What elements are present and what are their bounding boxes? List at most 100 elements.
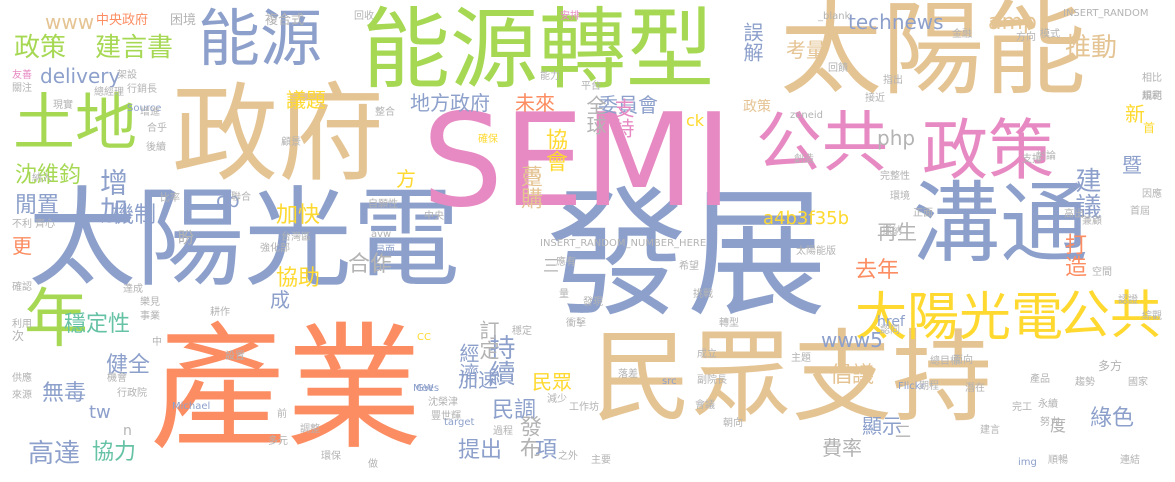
word-shenrongjin: 沈榮津 <box>428 397 458 408</box>
word-chanye: 產業 <box>150 311 422 469</box>
word-jiangu: 兼顧 <box>1082 216 1102 227</box>
word-huikui: 回饋 <box>828 63 848 74</box>
word-xingzhengyuan: 行政院 <box>117 388 147 399</box>
word-lvse: 綠色 <box>1090 406 1135 431</box>
word-target: target <box>444 417 475 428</box>
word-xianshi: 顯示 <box>862 414 902 438</box>
word-zhongyang-zhengfu: 中央政府 <box>96 13 149 28</box>
word-delivery: delivery <box>40 64 121 88</box>
word-shunli: 順利 <box>1142 91 1162 102</box>
word-zhong: 中 <box>152 337 162 348</box>
word-anpai: 安排 <box>560 11 580 22</box>
word-ck: ck <box>686 111 705 130</box>
word-tuidong: 推動 <box>1065 33 1118 63</box>
word-guojia: 國家 <box>1128 377 1148 388</box>
word-zengjia: 增加 <box>96 168 129 224</box>
word-geng: 更 <box>12 234 32 258</box>
word-minzhong: 民眾 <box>532 370 572 394</box>
word-kunjing: 困境 <box>170 13 197 28</box>
word-gongzuofang: 工作坊 <box>569 402 599 413</box>
word-shezhi: 設置 <box>225 351 245 362</box>
word-renzheng: 認證 <box>1118 295 1138 306</box>
word-nuli: 努力 <box>1040 417 1060 428</box>
word-fengshihui: 豐世輝 <box>431 411 461 422</box>
word-duoyuan: 多元 <box>268 436 288 447</box>
word-rentong: 認同 <box>880 325 900 336</box>
word-cheng: 成 <box>270 288 290 312</box>
word-technews: technews <box>848 10 944 34</box>
word-yinying: 因應 <box>1142 189 1162 200</box>
word-ji: 暨 <box>1122 153 1142 177</box>
word-guifan: 規範 <box>1142 91 1162 102</box>
word-zuo: 做 <box>368 459 378 470</box>
word-jumian: 局面 <box>375 245 395 256</box>
word-huanjing: 環境 <box>890 191 910 202</box>
word-wending: 穩定 <box>512 326 532 337</box>
word-gonggong: 公共 <box>756 104 888 181</box>
word-dazao: 打造 <box>1061 233 1086 277</box>
word-xieli: 協力 <box>92 440 137 465</box>
word-insert-random: INSERT_RANDOM <box>1063 8 1149 19</box>
word-michael: Michael <box>172 401 211 412</box>
word-avw: avw <box>371 229 392 240</box>
word-minzhong-zhichi: 民眾支持 <box>592 319 992 436</box>
word-jiakuai: 加快 <box>276 203 321 228</box>
word-quanqiu: 全球 <box>583 95 607 135</box>
word-a4b3f35b: a4b3f35b <box>763 208 850 229</box>
word-shunchang: 順暢 <box>1048 455 1068 466</box>
word-img: img <box>1018 457 1037 468</box>
word-pan: 盼 <box>178 228 195 247</box>
word-qicheng: 期程 <box>919 381 939 392</box>
word-yiti: 議題 <box>286 88 326 112</box>
word-shenweijun: 沈維鈞 <box>15 163 82 188</box>
word-yingyou: 應有 <box>556 257 576 268</box>
word-jianyanshu: 建言書 <box>95 33 174 63</box>
word-zhengce-2: 政策 <box>14 33 67 63</box>
word-zhongyang: 中央 <box>424 211 444 222</box>
word-insert-random-number-here: INSERT_RANDOM_NUMBER_HERE <box>540 238 707 249</box>
word-gaoda: 高達 <box>28 439 81 469</box>
word-faxian: 發現 <box>583 297 603 308</box>
word-jiashe: 架設 <box>117 70 137 81</box>
word-tw: tw <box>89 402 111 423</box>
word-php: php <box>877 126 916 150</box>
word-jinrong: 金融 <box>952 29 972 40</box>
word-ci: 次 <box>12 329 25 343</box>
word-luocha: 落差 <box>618 369 638 380</box>
word-lianhe: 聯合 <box>231 192 251 203</box>
word-tiaozhan: 挑戰 <box>693 289 713 300</box>
word-shou: 首 <box>1143 121 1156 135</box>
word-fuyuanzhang: 副院長 <box>697 375 727 386</box>
word-zhicheng: 支撐 <box>1022 154 1042 165</box>
word-taiyangguangdian: 太陽光電 <box>28 177 461 302</box>
word-pingtai: 平台 <box>581 81 601 92</box>
word-kaoliang: 考量 <box>786 38 826 62</box>
word-gw: GW <box>416 383 434 394</box>
word-gongying: 供應 <box>12 373 32 384</box>
word-dungou: 躉購 <box>517 165 542 209</box>
word-gujing: 顧景 <box>281 137 301 148</box>
word-xianzhi: 閒置 <box>15 193 60 218</box>
word-houxu: 後續 <box>146 142 166 153</box>
word-fuheshi: 複合式 <box>265 13 305 28</box>
word-guocheng: 過程 <box>493 426 513 437</box>
word-nengyuan-zhuanxing: 能源轉型 <box>362 0 715 101</box>
word-chongji: 衝擊 <box>566 318 586 329</box>
word-xin: 新 <box>1125 102 1145 126</box>
word-zhuti: 主題 <box>791 353 811 364</box>
word-qianghuabu: 強化部 <box>260 243 290 254</box>
word-shiye: 事業 <box>140 311 160 322</box>
word-jiasu: 加速 <box>458 368 498 392</box>
word-shoujie: 首屆 <box>1130 206 1150 217</box>
word-yongxu: 永續 <box>1038 399 1058 410</box>
word-tiaozheng: 調整 <box>300 424 320 435</box>
word-huishou: 回收 <box>354 11 374 22</box>
word-gengzuo: 耕作 <box>210 307 230 318</box>
word-zhengce-3: 政策 <box>743 99 771 115</box>
word-chengli: 成立 <box>697 349 717 360</box>
word-liyong: 利用 <box>12 319 32 330</box>
word-laiyuan: 來源 <box>12 390 32 401</box>
word-taiyangguangdian-2: 太陽光電 <box>855 288 1064 348</box>
word-jianyi: 建議 <box>1071 167 1101 219</box>
